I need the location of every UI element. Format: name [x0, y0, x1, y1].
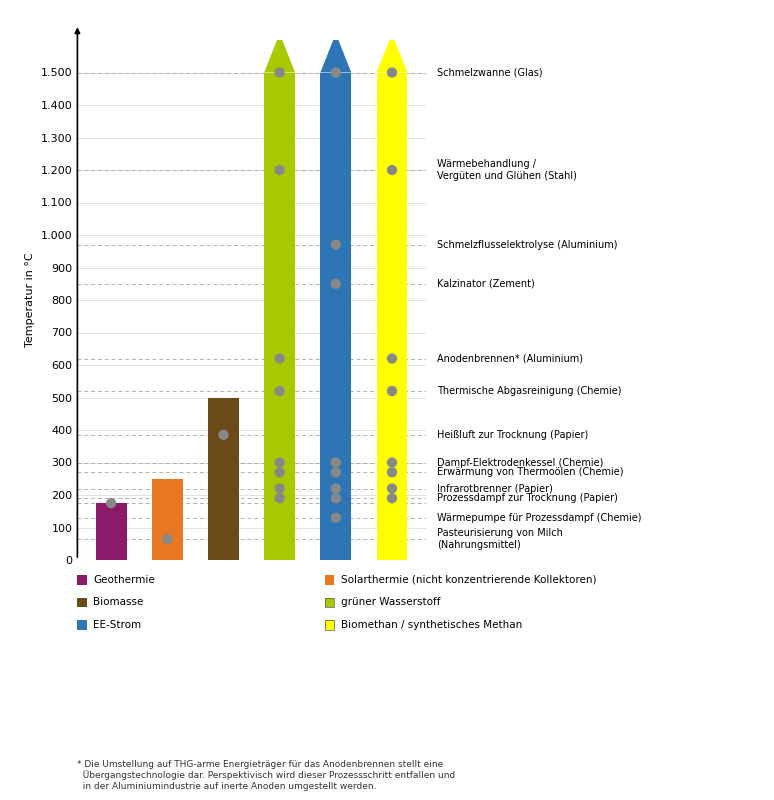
Text: Anodenbrennen* (Aluminium): Anodenbrennen* (Aluminium) — [437, 354, 584, 363]
Point — [330, 492, 342, 505]
Point — [385, 66, 398, 79]
Point — [273, 385, 286, 398]
Text: EE-Strom: EE-Strom — [93, 620, 141, 630]
Text: Wärmebehandlung /
Vergüten und Glühen (Stahl): Wärmebehandlung / Vergüten und Glühen (S… — [437, 159, 577, 181]
Text: * Die Umstellung auf THG-arme Energieträger für das Anodenbrennen stellt eine
  : * Die Umstellung auf THG-arme Energieträ… — [77, 760, 456, 791]
Text: grüner Wasserstoff: grüner Wasserstoff — [341, 598, 440, 607]
Text: Prozessdampf zur Trocknung (Papier): Prozessdampf zur Trocknung (Papier) — [437, 494, 618, 503]
Point — [273, 352, 286, 365]
Bar — [264, 73, 295, 560]
Point — [330, 456, 342, 469]
Point — [385, 164, 398, 177]
Text: Solarthermie (nicht konzentrierende Kollektoren): Solarthermie (nicht konzentrierende Koll… — [341, 575, 596, 585]
Point — [330, 466, 342, 478]
Point — [330, 278, 342, 290]
Point — [273, 456, 286, 469]
Point — [273, 492, 286, 505]
Point — [273, 482, 286, 495]
Point — [385, 492, 398, 505]
Bar — [320, 73, 351, 560]
Polygon shape — [264, 34, 295, 73]
Point — [385, 482, 398, 495]
Polygon shape — [376, 34, 407, 73]
Point — [330, 238, 342, 251]
Text: Pasteurisierung von Milch
(Nahrungsmittel): Pasteurisierung von Milch (Nahrungsmitte… — [437, 528, 563, 550]
Point — [385, 456, 398, 469]
Text: Heißluft zur Trocknung (Papier): Heißluft zur Trocknung (Papier) — [437, 430, 588, 440]
Point — [273, 466, 286, 478]
Text: Biomasse: Biomasse — [93, 598, 143, 607]
Point — [385, 385, 398, 398]
Point — [385, 466, 398, 478]
Point — [161, 533, 173, 546]
Bar — [208, 398, 239, 560]
Point — [385, 352, 398, 365]
Point — [330, 66, 342, 79]
Text: Infrarotbrenner (Papier): Infrarotbrenner (Papier) — [437, 483, 553, 494]
Point — [273, 66, 286, 79]
Point — [217, 429, 230, 442]
Bar — [376, 73, 407, 560]
Point — [330, 511, 342, 524]
Bar — [96, 503, 127, 560]
Y-axis label: Temperatur in °C: Temperatur in °C — [26, 253, 36, 347]
Polygon shape — [320, 34, 351, 73]
Text: Schmelzflusselektrolyse (Aluminium): Schmelzflusselektrolyse (Aluminium) — [437, 240, 618, 250]
Text: Erwärmung von Thermoölen (Chemie): Erwärmung von Thermoölen (Chemie) — [437, 467, 624, 478]
Text: Geothermie: Geothermie — [93, 575, 155, 585]
Text: Biomethan / synthetisches Methan: Biomethan / synthetisches Methan — [341, 620, 522, 630]
Text: Dampf-Elektrodenkessel (Chemie): Dampf-Elektrodenkessel (Chemie) — [437, 458, 604, 467]
Text: Wärmepumpe für Prozessdampf (Chemie): Wärmepumpe für Prozessdampf (Chemie) — [437, 513, 642, 522]
Bar — [152, 478, 183, 560]
Point — [273, 164, 286, 177]
Point — [105, 497, 118, 510]
Text: Schmelzwanne (Glas): Schmelzwanne (Glas) — [437, 67, 543, 78]
Text: Kalzinator (Zement): Kalzinator (Zement) — [437, 278, 535, 289]
Text: Thermische Abgasreinigung (Chemie): Thermische Abgasreinigung (Chemie) — [437, 386, 622, 396]
Point — [330, 482, 342, 495]
